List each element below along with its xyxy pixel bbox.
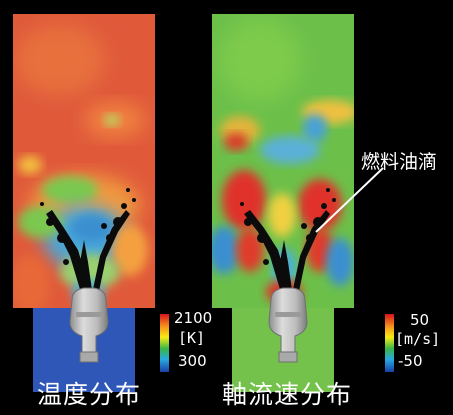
temperature-scale-unit: [K] xyxy=(178,329,206,347)
injector-right xyxy=(268,287,308,363)
velocity-scale-max: 50 xyxy=(410,311,430,329)
temperature-scale-min: 300 xyxy=(178,352,207,370)
fuel-droplets xyxy=(40,188,336,296)
fuel-droplet-annotation: 燃料油滴 xyxy=(361,151,438,173)
velocity-panel-title: 軸流速分布 xyxy=(222,380,353,409)
temperature-scale-max: 2100 xyxy=(174,309,213,327)
velocity-scale-unit: [m/s] xyxy=(395,330,441,348)
temperature-panel-title: 温度分布 xyxy=(37,380,142,409)
annotation-leader-line xyxy=(315,167,384,233)
velocity-colorbar xyxy=(385,314,394,372)
temperature-colorbar xyxy=(160,314,169,372)
velocity-scale-min: -50 xyxy=(398,352,423,370)
injector-left xyxy=(69,287,109,363)
